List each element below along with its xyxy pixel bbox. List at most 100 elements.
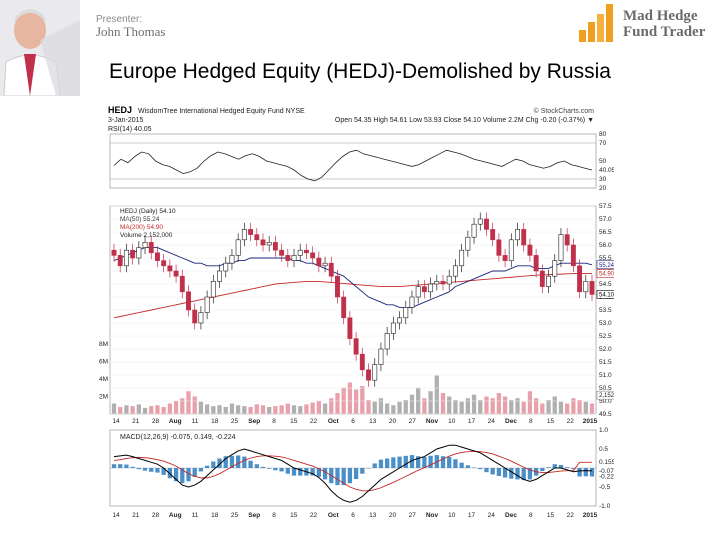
- macd-histogram-bar: [260, 466, 266, 468]
- x-tick-label: 11: [192, 418, 199, 425]
- volume-bar: [242, 406, 247, 414]
- volume-bar: [329, 398, 334, 414]
- volume-bar: [447, 396, 452, 414]
- chart-fund-name: WisdomTree International Hedged Equity F…: [138, 108, 305, 115]
- brand-logo-text: Mad Hedge Fund Trader: [623, 8, 705, 40]
- price-legend-2: MA(200) 54.90: [120, 224, 163, 231]
- volume-bar: [229, 403, 235, 414]
- candle-body: [167, 265, 173, 272]
- macd-histogram-bar: [428, 455, 433, 468]
- candle-body: [210, 281, 216, 298]
- rsi-tick-label: 50: [599, 158, 607, 165]
- volume-bar: [142, 407, 148, 414]
- volume-bar: [397, 401, 402, 414]
- candle-body: [229, 255, 235, 264]
- candle-body: [465, 236, 471, 251]
- rsi-line: [113, 149, 593, 182]
- macd-histogram-bar: [366, 468, 371, 469]
- volume-bar: [583, 401, 588, 414]
- candle-body: [583, 281, 589, 293]
- candle-body: [390, 322, 396, 334]
- volume-bar: [546, 400, 551, 414]
- macd-histogram-bar: [130, 466, 135, 468]
- candle-body: [366, 369, 371, 381]
- macd-histogram-bar: [298, 468, 303, 476]
- candle-body: [347, 317, 353, 339]
- volume-bar: [186, 391, 191, 414]
- x-tick-label: 8: [272, 512, 276, 519]
- volume-bar: [378, 398, 384, 414]
- candle-body: [328, 262, 334, 277]
- x-tick-label: 22: [567, 512, 575, 519]
- macd-histogram-bar: [552, 464, 557, 468]
- candle-body: [322, 262, 328, 267]
- x-tick-label: 24: [488, 418, 496, 425]
- macd-histogram-bar: [124, 464, 129, 468]
- macd-histogram-bar: [378, 459, 384, 468]
- price-tick-label: 49.5: [599, 411, 612, 418]
- candle-body: [558, 234, 564, 261]
- volume-bar: [217, 405, 222, 414]
- candle-body: [155, 252, 160, 261]
- x-tick-label: 15: [290, 512, 298, 519]
- x-tick-label: Nov: [426, 512, 439, 519]
- volume-bar: [440, 393, 446, 414]
- x-tick-label: 10: [448, 418, 456, 425]
- volume-bar: [130, 406, 135, 414]
- volume-bar: [465, 398, 470, 414]
- price-tick-label: 50.0: [599, 398, 612, 405]
- volume-bar: [260, 405, 266, 414]
- candle-body: [570, 244, 576, 267]
- macd-histogram-bar: [291, 468, 297, 476]
- volume-bar: [155, 405, 160, 414]
- presenter-name: John Thomas: [96, 24, 166, 39]
- volume-bar: [372, 401, 377, 414]
- candle-body: [409, 296, 415, 308]
- price-tick-label: 53.0: [599, 320, 612, 327]
- macd-histogram-bar: [465, 465, 470, 468]
- volume-bar: [422, 398, 427, 414]
- volume-bar: [236, 405, 241, 414]
- candle-body: [508, 239, 514, 261]
- rsi-tick-label: 70: [599, 140, 607, 147]
- x-tick-label: 24: [488, 512, 496, 519]
- volume-bar: [540, 403, 545, 414]
- rsi-label: RSI(14) 40.05: [108, 126, 152, 133]
- volume-bar: [285, 403, 290, 414]
- x-tick-label: Dec: [505, 512, 517, 519]
- x-tick-label: 28: [152, 418, 160, 425]
- volume-bar: [459, 401, 464, 414]
- presenter-label: Presenter:: [96, 14, 143, 25]
- macd-line: [113, 444, 593, 503]
- candle-body: [378, 348, 384, 365]
- macd-tick-label: 1.0: [599, 427, 608, 434]
- x-tick-label: 20: [389, 418, 397, 425]
- candle-body: [502, 255, 508, 261]
- rsi-tick-label: 80: [599, 131, 607, 138]
- price-tick-label: 51.0: [599, 372, 612, 379]
- price-value-tag-text: 54.90: [599, 272, 614, 278]
- macd-histogram-bar: [484, 468, 489, 473]
- macd-histogram-bar: [198, 468, 204, 472]
- macd-histogram-bar: [142, 468, 148, 471]
- x-tick-label: 8: [529, 418, 533, 425]
- macd-histogram-bar: [347, 468, 353, 484]
- macd-histogram-bar: [204, 465, 210, 468]
- macd-histogram-bar: [161, 468, 166, 475]
- price-tick-label: 50.5: [599, 385, 612, 392]
- candle-body: [272, 242, 278, 251]
- volume-bar: [478, 400, 483, 414]
- candle-body: [564, 234, 570, 246]
- volume-bar: [533, 398, 539, 414]
- macd-histogram-bar: [192, 468, 197, 477]
- candle-body: [421, 286, 427, 293]
- candle-body: [434, 281, 440, 285]
- candle-body: [241, 229, 247, 241]
- presenter-photo: [0, 0, 80, 96]
- candle-body: [217, 270, 222, 282]
- chart-container: HEDJ WisdomTree International Hedged Equ…: [96, 102, 626, 522]
- candle-body: [285, 255, 291, 261]
- volume-bar: [192, 396, 197, 414]
- rsi-tick-label: 30: [599, 176, 607, 183]
- volume-bar: [204, 404, 210, 414]
